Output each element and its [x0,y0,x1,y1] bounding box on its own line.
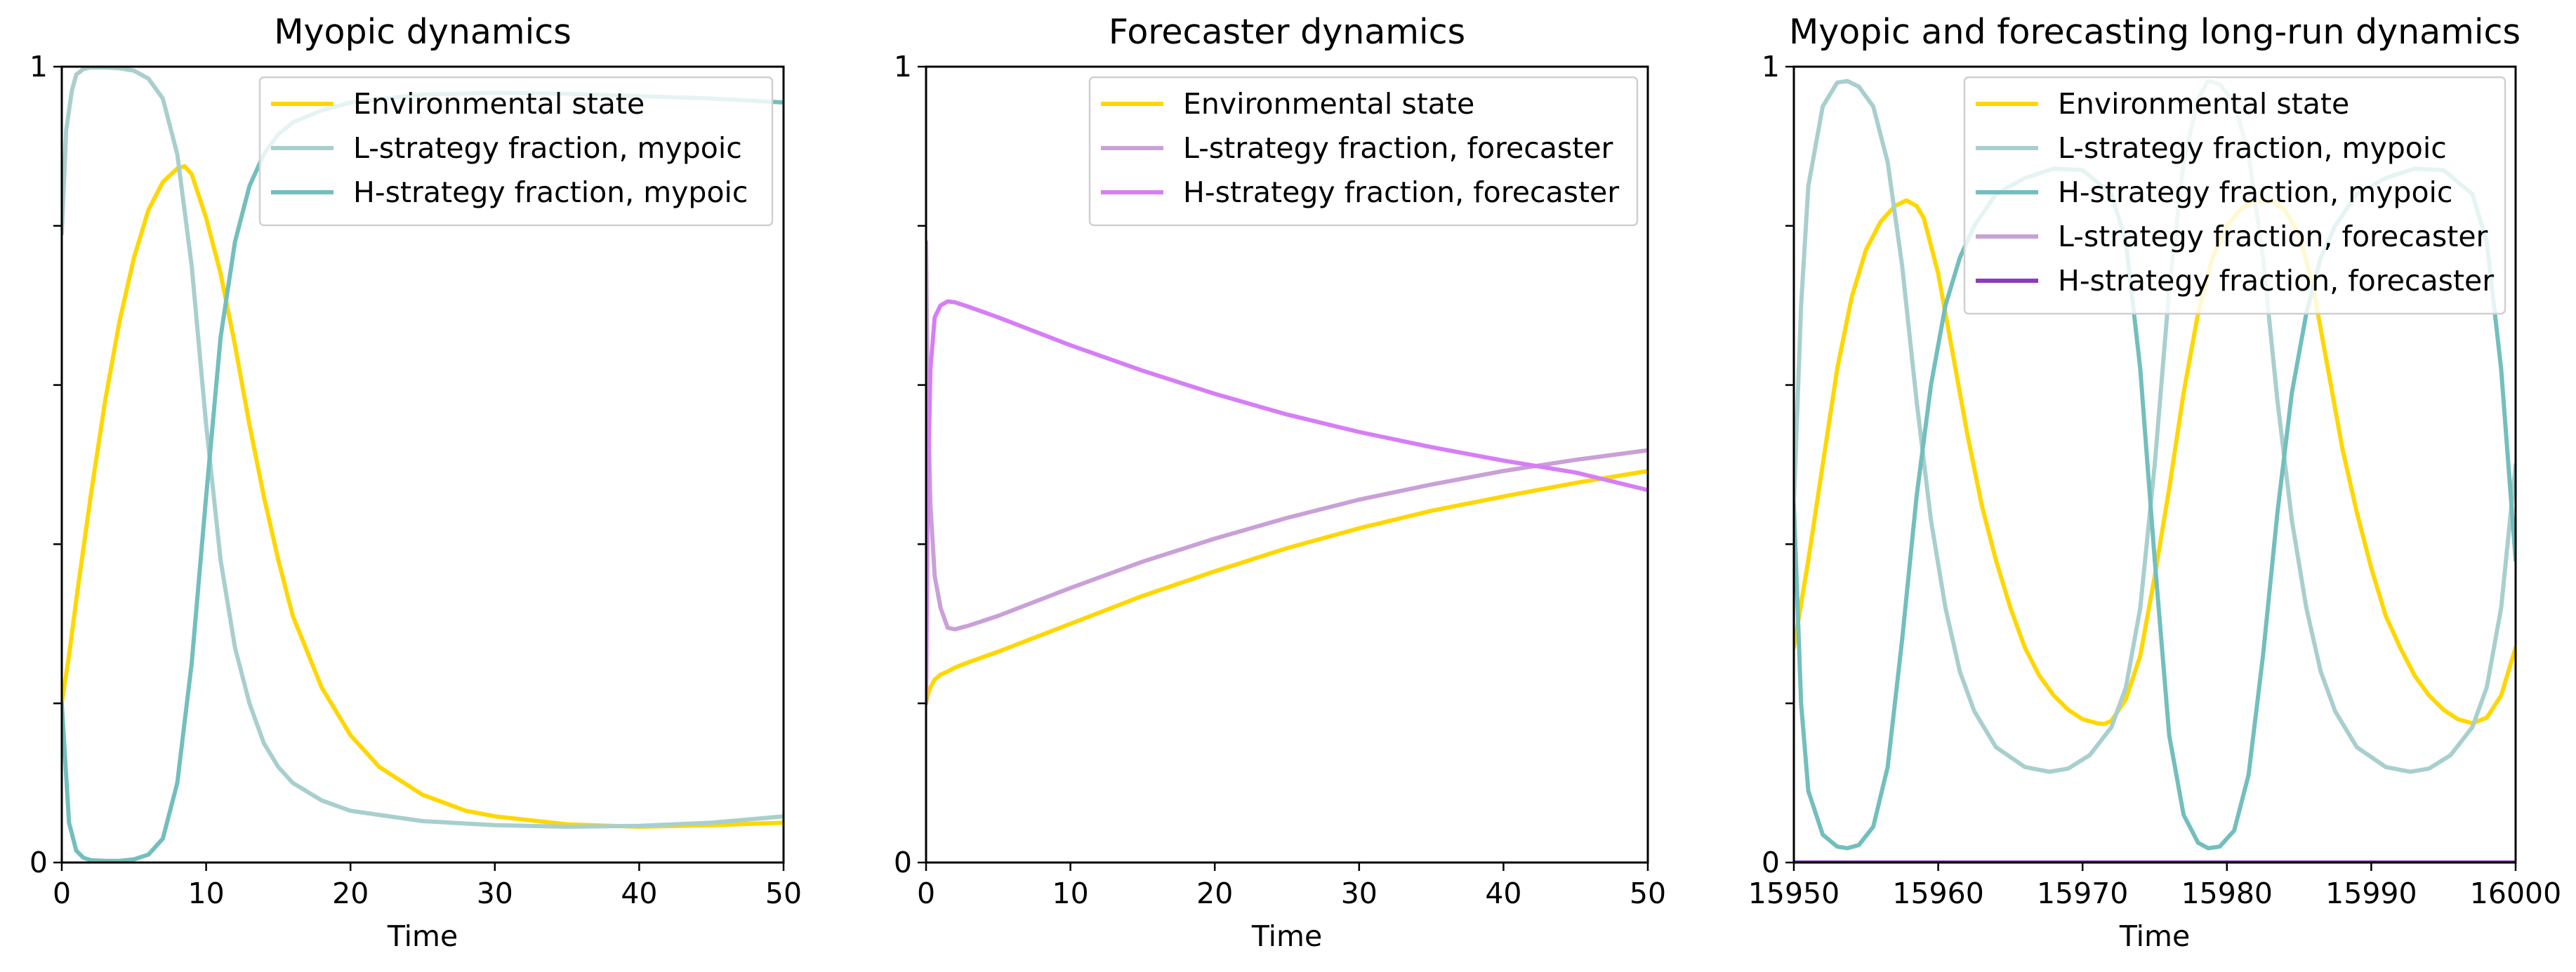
x-tick-label: 50 [765,877,802,910]
series-line-2 [62,67,784,829]
ticks-layer: 0 10 20 30 40 50 0 1 [29,50,802,910]
axes-frame [60,65,785,864]
x-tick-label: 20 [332,877,369,910]
y-tick-label: 0 [29,846,48,879]
series-line-1 [1794,198,2516,726]
panel-title: Myopic and forecasting long-run dynamics [1789,12,2521,52]
x-tick-label: 30 [1341,877,1378,910]
axes-frame [925,65,1649,864]
panel-title: Forecaster dynamics [1109,12,1465,52]
series-line-3 [926,299,1648,706]
legend-label: H-strategy fraction, forecaster [2058,264,2494,298]
legend-label: H-strategy fraction, forecaster [1183,175,1619,209]
x-tick-label: 20 [1196,877,1233,910]
y-tick-label: 1 [894,50,912,84]
x-tick-label: 15970 [2037,877,2128,910]
ticks-layer: 0 10 20 30 40 50 0 1 [894,50,1666,910]
ticks-layer: 15950 15960 15970 15980 15990 16000 0 1 [1748,50,2561,910]
x-tick-label: 50 [1630,877,1666,910]
legend-label: Environmental state [1183,87,1474,121]
x-tick-label: 0 [53,877,71,910]
legend-label: L-strategy fraction, forecaster [1183,131,1613,165]
series-line-1 [926,469,1648,706]
legend-label: H-strategy fraction, mypoic [2058,175,2452,209]
x-tick-label: 15950 [1748,877,1839,910]
x-axis-label: Time [2119,919,2190,953]
axes-frame [1792,65,2517,864]
series-line-2 [1794,79,2516,774]
y-tick-label: 0 [894,846,912,879]
x-tick-label: 40 [1485,877,1521,910]
x-tick-label: 15960 [1892,877,1983,910]
y-tick-label: 1 [29,50,48,84]
x-tick-label: 40 [621,877,657,910]
legend-box [1963,76,2506,315]
x-tick-label: 15990 [2325,877,2417,910]
panel-myopic: Myopic dynamics 0 10 20 30 40 50 0 1 Time Envir… [29,12,802,953]
series-line-1 [62,164,784,829]
panel-forecaster: Forecaster dynamics 0 10 20 30 40 50 0 1 Time E… [894,12,1666,953]
x-tick-label: 10 [188,877,225,910]
x-axis-label: Time [1251,919,1322,953]
legend-label: Environmental state [2058,87,2349,121]
x-tick-label: 15980 [2181,877,2273,910]
legend-label: L-strategy fraction, mypoic [2058,131,2447,165]
y-tick-label: 0 [1762,846,1780,879]
y-tick-label: 1 [1762,50,1780,84]
legend-box [258,76,774,227]
x-tick-label: 0 [917,877,935,910]
legend-label: L-strategy fraction, mypoic [353,131,742,165]
series-layer [926,239,1648,706]
legend-label: L-strategy fraction, forecaster [2058,220,2488,253]
x-tick-label: 30 [477,877,513,910]
legend: Environmental state L-strategy fraction, … [258,76,774,227]
x-tick-label: 10 [1052,877,1089,910]
legend-label: H-strategy fraction, mypoic [353,175,748,209]
panel-title: Myopic dynamics [274,12,572,52]
legend: Environmental state L-strategy fraction, … [1088,76,1639,227]
x-axis-label: Time [387,919,458,953]
legend: Environmental state L-strategy fraction, … [1963,76,2506,315]
legend-label: Environmental state [353,87,645,121]
x-tick-label: 16000 [2470,877,2561,910]
legend-box [1088,76,1639,227]
series-line-2 [926,239,1648,632]
panel-long-run: Myopic and forecasting long-run dynamics… [1748,12,2561,953]
